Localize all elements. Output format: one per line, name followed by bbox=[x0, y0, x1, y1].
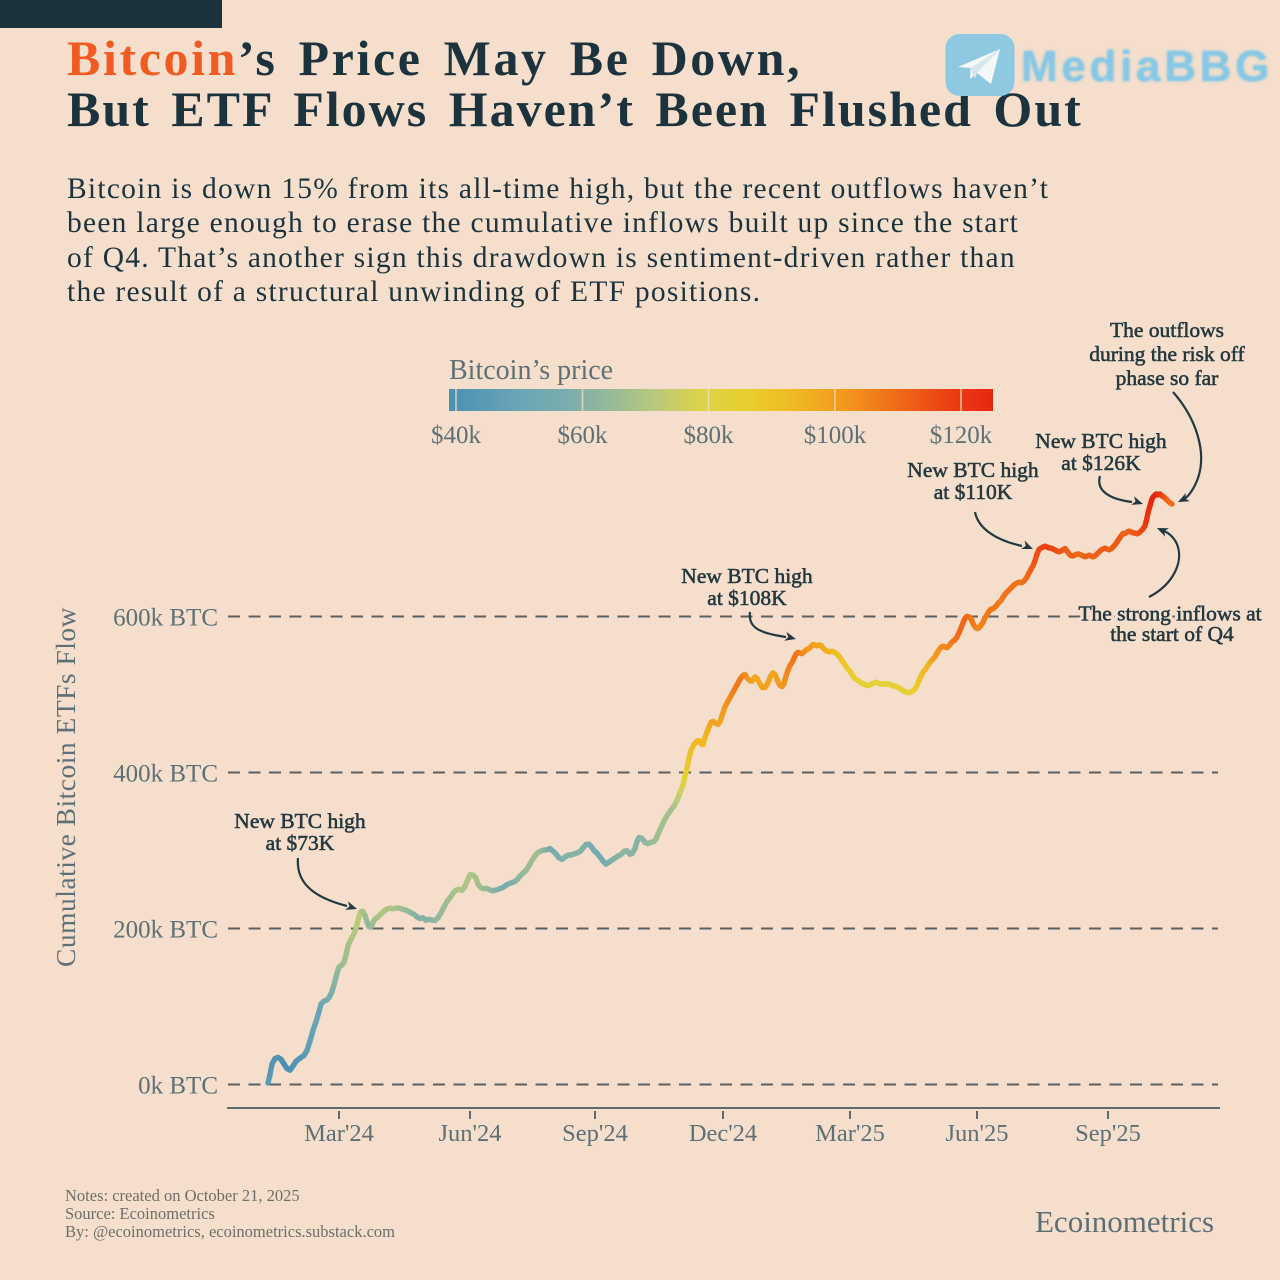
svg-text:New BTC high: New BTC high bbox=[907, 458, 1039, 482]
svg-text:the start of Q4: the start of Q4 bbox=[1110, 622, 1234, 646]
svg-text:New BTC high: New BTC high bbox=[234, 809, 366, 833]
svg-text:at $126K: at $126K bbox=[1061, 451, 1141, 475]
svg-text:Cumulative Bitcoin ETFs Flow: Cumulative Bitcoin ETFs Flow bbox=[50, 607, 81, 967]
svg-text:New BTC high: New BTC high bbox=[681, 564, 813, 588]
svg-text:at $110K: at $110K bbox=[934, 480, 1013, 504]
svg-text:Sep'25: Sep'25 bbox=[1075, 1120, 1141, 1147]
svg-text:The strong inflows at: The strong inflows at bbox=[1078, 602, 1261, 626]
svg-text:$80k: $80k bbox=[684, 422, 735, 449]
svg-text:during the risk off: during the risk off bbox=[1089, 342, 1245, 366]
svg-text:New BTC high: New BTC high bbox=[234, 809, 366, 833]
svg-text:$120k: $120k bbox=[930, 422, 993, 449]
svg-text:The outflows: The outflows bbox=[1110, 318, 1224, 342]
svg-text:400k BTC: 400k BTC bbox=[113, 761, 218, 788]
svg-text:Jun'25: Jun'25 bbox=[946, 1120, 1009, 1147]
svg-text:$40k: $40k bbox=[431, 422, 482, 449]
svg-text:The outflows: The outflows bbox=[1110, 318, 1224, 342]
svg-text:the start of Q4: the start of Q4 bbox=[1110, 622, 1234, 646]
svg-text:phase so far: phase so far bbox=[1116, 366, 1219, 390]
svg-text:at $73K: at $73K bbox=[266, 831, 335, 855]
svg-text:Bitcoin’s price: Bitcoin’s price bbox=[449, 355, 613, 386]
svg-text:$60k: $60k bbox=[558, 422, 609, 449]
svg-text:during the risk off: during the risk off bbox=[1089, 342, 1245, 366]
svg-text:0k BTC: 0k BTC bbox=[138, 1073, 218, 1100]
svg-text:Mar'25: Mar'25 bbox=[815, 1120, 885, 1147]
svg-text:at $108K: at $108K bbox=[707, 586, 787, 610]
svg-text:New BTC high: New BTC high bbox=[1035, 429, 1167, 453]
svg-text:at $110K: at $110K bbox=[934, 480, 1013, 504]
svg-text:Dec'24: Dec'24 bbox=[689, 1120, 757, 1147]
svg-text:New BTC high: New BTC high bbox=[1035, 429, 1167, 453]
svg-text:at $126K: at $126K bbox=[1061, 451, 1141, 475]
svg-text:$100k: $100k bbox=[804, 422, 867, 449]
svg-text:Sep'24: Sep'24 bbox=[562, 1120, 628, 1147]
svg-text:at $108K: at $108K bbox=[707, 586, 787, 610]
svg-text:at $73K: at $73K bbox=[266, 831, 335, 855]
svg-text:New BTC high: New BTC high bbox=[681, 564, 813, 588]
svg-text:Mar'24: Mar'24 bbox=[304, 1120, 374, 1147]
svg-text:600k BTC: 600k BTC bbox=[113, 605, 218, 632]
svg-text:Jun'24: Jun'24 bbox=[439, 1120, 502, 1147]
svg-text:The strong inflows at: The strong inflows at bbox=[1078, 602, 1261, 626]
svg-text:New BTC high: New BTC high bbox=[907, 458, 1039, 482]
svg-text:200k BTC: 200k BTC bbox=[113, 917, 218, 944]
svg-text:phase so far: phase so far bbox=[1116, 366, 1219, 390]
